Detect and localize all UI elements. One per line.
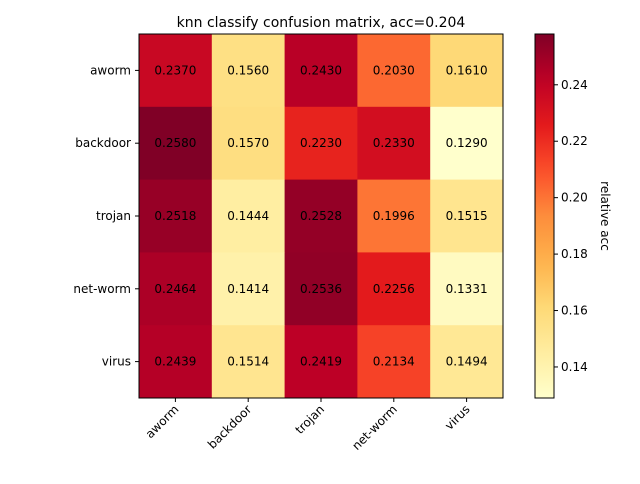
colorbar-tick-label: 0.24 bbox=[561, 78, 588, 92]
colorbar-label: relative acc bbox=[598, 181, 612, 251]
cell-value-label: 0.2536 bbox=[300, 282, 342, 296]
cell-value-label: 0.2330 bbox=[373, 136, 415, 150]
x-axis-ticks: aworm backdoor trojan net-worm virus bbox=[143, 398, 473, 453]
heatmap-cell bbox=[357, 106, 431, 181]
x-tick-label: backdoor bbox=[205, 402, 254, 451]
heatmap-cell bbox=[139, 252, 213, 326]
cell-value-label: 0.2528 bbox=[300, 209, 342, 223]
heatmap-cell bbox=[430, 325, 504, 399]
heatmap-cell bbox=[284, 106, 358, 181]
heatmap-cell bbox=[211, 106, 286, 181]
x-tick-label: aworm bbox=[143, 402, 182, 441]
cell-value-label: 0.2230 bbox=[300, 136, 342, 150]
heatmap-cell bbox=[211, 34, 286, 108]
heatmap-cell bbox=[139, 325, 213, 399]
cell-value-label: 0.1444 bbox=[227, 209, 269, 223]
heatmap-cell bbox=[357, 34, 431, 108]
y-tick-label: trojan bbox=[96, 209, 131, 223]
x-tick-label: trojan bbox=[292, 402, 327, 437]
heatmap-cell-labels: 0.2370 0.1560 0.2430 0.2030 0.1610 0.2580 0.15… bbox=[154, 63, 487, 368]
y-tick-label: virus bbox=[102, 355, 131, 369]
colorbar-ticks: 0.14 0.16 0.18 0.20 0.22 0.24 bbox=[554, 78, 588, 374]
heatmap-cell bbox=[284, 179, 358, 253]
heatmap-cell bbox=[430, 106, 504, 181]
colorbar-tick-label: 0.18 bbox=[561, 247, 588, 261]
heatmap-cell bbox=[139, 106, 213, 181]
heatmap-cell bbox=[211, 252, 286, 326]
chart-title: knn classify confusion matrix, acc=0.204 bbox=[177, 15, 466, 31]
heatmap-cell bbox=[284, 34, 358, 108]
heatmap-cell bbox=[357, 179, 431, 253]
heatmap-cells bbox=[139, 34, 504, 399]
y-tick-label: backdoor bbox=[75, 136, 131, 150]
cell-value-label: 0.1514 bbox=[227, 355, 269, 369]
heatmap-cell bbox=[139, 34, 213, 108]
heatmap-cell bbox=[284, 325, 358, 399]
cell-value-label: 0.2134 bbox=[373, 355, 415, 369]
y-tick-label: aworm bbox=[90, 63, 131, 77]
cell-value-label: 0.2419 bbox=[300, 355, 342, 369]
cell-value-label: 0.2464 bbox=[154, 282, 196, 296]
heatmap-cell bbox=[430, 252, 504, 326]
heatmap-cell bbox=[211, 179, 286, 253]
x-tick-label: virus bbox=[442, 402, 473, 433]
heatmap-cell bbox=[430, 179, 504, 253]
colorbar-tick-label: 0.16 bbox=[561, 304, 588, 318]
colorbar-tick-label: 0.22 bbox=[561, 134, 588, 148]
heatmap-cell bbox=[357, 325, 431, 399]
cell-value-label: 0.1560 bbox=[227, 63, 269, 77]
cell-value-label: 0.2030 bbox=[373, 63, 415, 77]
cell-value-label: 0.2580 bbox=[154, 136, 196, 150]
cell-value-label: 0.1610 bbox=[446, 63, 488, 77]
cell-value-label: 0.2518 bbox=[154, 209, 196, 223]
heatmap-cell bbox=[211, 325, 286, 399]
cell-value-label: 0.2256 bbox=[373, 282, 415, 296]
colorbar bbox=[534, 33, 555, 399]
cell-value-label: 0.1515 bbox=[446, 209, 488, 223]
heatmap-cell bbox=[357, 252, 431, 326]
y-axis-ticks: aworm backdoor trojan net-worm virus bbox=[73, 63, 139, 369]
cell-value-label: 0.1290 bbox=[446, 136, 488, 150]
cell-value-label: 0.1570 bbox=[227, 136, 269, 150]
heatmap-cell bbox=[430, 34, 504, 108]
cell-value-label: 0.2439 bbox=[154, 355, 196, 369]
cell-value-label: 0.2370 bbox=[154, 63, 196, 77]
cell-value-label: 0.2430 bbox=[300, 63, 342, 77]
cell-value-label: 0.1494 bbox=[446, 355, 488, 369]
heatmap-cell bbox=[284, 252, 358, 326]
colorbar-tick-label: 0.14 bbox=[561, 360, 588, 374]
colorbar-tick-label: 0.20 bbox=[561, 191, 588, 205]
cell-value-label: 0.1414 bbox=[227, 282, 269, 296]
cell-value-label: 0.1996 bbox=[373, 209, 415, 223]
heatmap-cell bbox=[139, 179, 213, 253]
cell-value-label: 0.1331 bbox=[446, 282, 488, 296]
y-tick-label: net-worm bbox=[73, 282, 131, 296]
x-tick-label: net-worm bbox=[349, 402, 400, 453]
